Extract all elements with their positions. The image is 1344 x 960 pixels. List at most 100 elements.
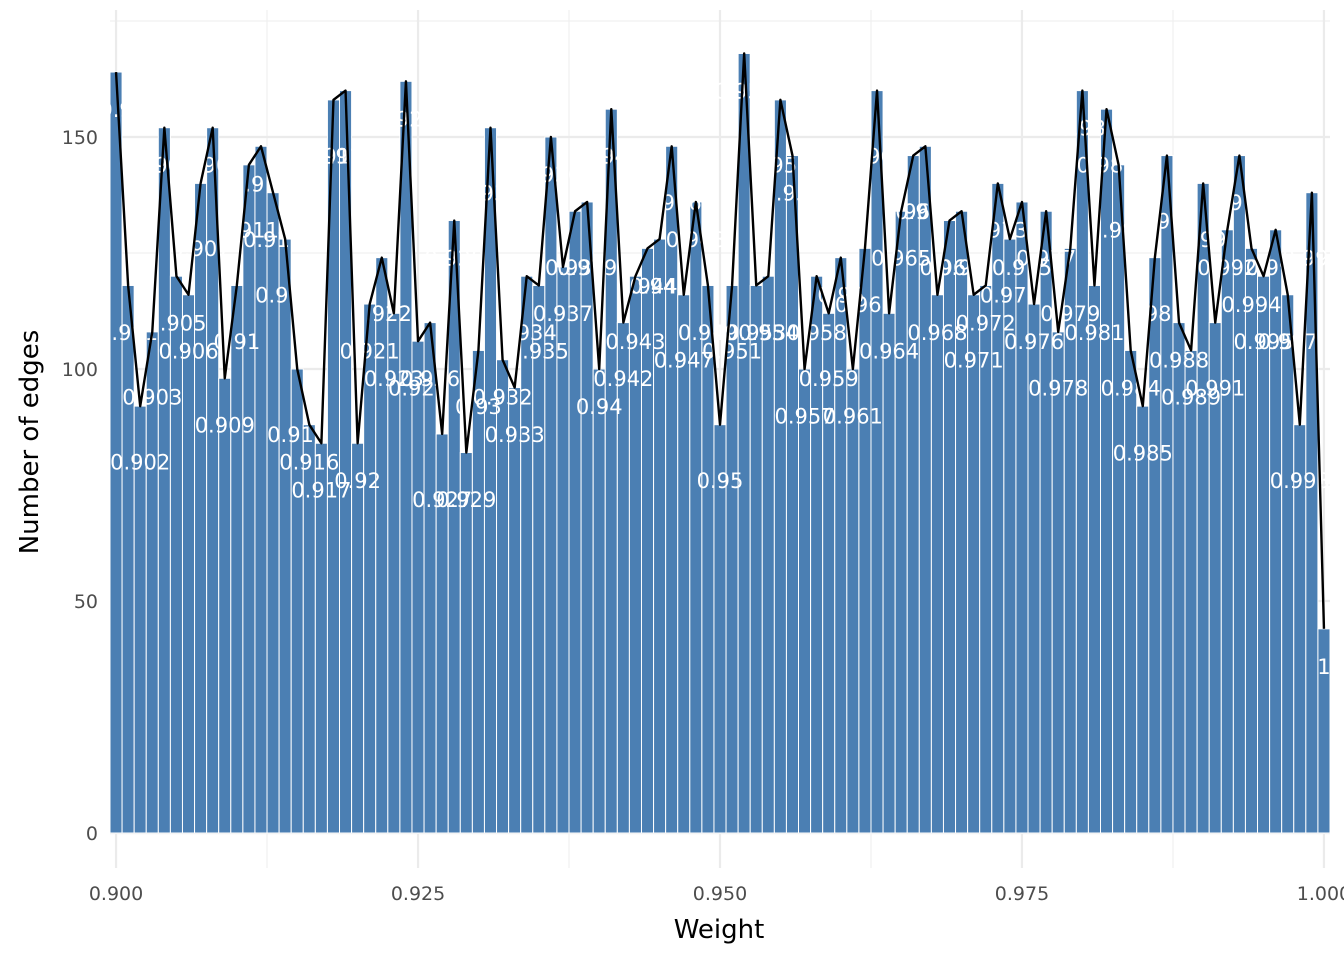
bar-label: 0.932: [473, 386, 533, 410]
bar-label: 0.957: [774, 404, 834, 428]
bar: [653, 238, 667, 834]
bar-label: 0.988: [1149, 349, 1209, 373]
bar: [1160, 155, 1174, 834]
bar: [1051, 331, 1065, 834]
bar-label: 0.98: [1059, 117, 1106, 141]
bar-label: 0.958: [787, 321, 847, 345]
y-tick-label: 150: [62, 127, 98, 149]
bar-label: 0.995: [1234, 330, 1294, 354]
bar-label: 0.906: [158, 339, 218, 363]
bar-label: 0.945: [630, 274, 690, 298]
x-axis-ticks: 0.900 0.925 0.950 0.975 1.000: [89, 883, 1344, 905]
bar-label: 0.948: [666, 228, 726, 252]
bar-label: 0.997: [1258, 330, 1318, 354]
bar: [1269, 229, 1283, 834]
bar-label: 0.971: [944, 349, 1004, 373]
trend-line: [114, 52, 1326, 629]
bar-label: 0.907: [171, 237, 231, 261]
bar: [592, 368, 606, 834]
x-tick-label: 0.975: [995, 883, 1049, 905]
bar: [955, 210, 969, 834]
bar: [1281, 294, 1295, 834]
bar-label: 0.921: [340, 339, 400, 363]
bar-label: 0.965: [871, 247, 931, 271]
series-line: [114, 52, 1326, 629]
bar-label: 0.944: [617, 274, 677, 298]
bar: [483, 127, 498, 834]
bar-label: 0.992: [1197, 256, 1257, 280]
x-tick-label: 0.925: [391, 883, 445, 905]
bar-label: 0.984: [1101, 376, 1161, 400]
bar-label: 0.987: [1137, 209, 1197, 233]
bar-label: 0.959: [799, 367, 859, 391]
bar-label: 0.989: [1161, 386, 1221, 410]
bar-label: 0.926: [400, 367, 460, 391]
bar-label: 0.977: [1016, 247, 1076, 271]
bar: [761, 275, 775, 834]
bar: [242, 164, 256, 834]
bar-label: 0.972: [956, 311, 1016, 335]
bar: [1087, 284, 1101, 834]
bar-series: [109, 52, 1331, 834]
bar-label: 0.903: [122, 386, 182, 410]
bar-label: 0.919: [315, 144, 375, 168]
bar-label: 0.964: [859, 339, 919, 363]
bar: [737, 52, 751, 834]
bar-label: 0.956: [762, 182, 822, 206]
bar-label: 0.923: [364, 367, 424, 391]
bar-label: 0.95: [697, 469, 744, 493]
bar-label: 0.939: [557, 256, 617, 280]
bar: [1196, 182, 1210, 834]
bar: [121, 284, 135, 834]
bar: [1257, 275, 1271, 834]
bar: [230, 284, 244, 834]
y-tick-label: 50: [74, 591, 98, 613]
bar-label: 0.912: [231, 172, 291, 196]
bar-label: 0.922: [352, 302, 412, 326]
bar-label: 0.904: [134, 154, 194, 178]
bar-label: 0.97: [938, 256, 985, 280]
bar: [580, 201, 594, 834]
bar: [894, 210, 908, 834]
bar-label: 0.994: [1221, 293, 1281, 317]
bar-label: 0.913: [243, 228, 303, 252]
bar: [1220, 229, 1234, 834]
bar: [508, 387, 522, 834]
bar-label: 0.947: [654, 349, 714, 373]
bar-label: 0.963: [847, 144, 907, 168]
bar-label: 0.902: [110, 451, 170, 475]
bar-label: 0.981: [1064, 321, 1124, 345]
bar: [858, 247, 872, 834]
bar-label: 0.928: [424, 247, 484, 271]
bar-label: 1: [1317, 655, 1330, 679]
bar-label: 0.937: [533, 302, 593, 326]
bar: [1075, 90, 1089, 834]
x-tick-label: 1.000: [1297, 883, 1344, 905]
bar-label: 0.961: [823, 404, 883, 428]
bar-label: 0.908: [183, 154, 243, 178]
bar-label: 0.927: [412, 488, 472, 512]
bar-label: 0.938: [545, 256, 605, 280]
bar: [930, 294, 944, 834]
y-tick-label: 100: [62, 359, 98, 381]
bar: [628, 275, 642, 834]
bar-label: 0.975: [992, 256, 1052, 280]
bar-label: 0.94: [576, 395, 623, 419]
bar-label: 0.901: [98, 321, 158, 345]
bar-label: 0.955: [750, 154, 810, 178]
bar: [773, 99, 787, 834]
bar-label: 0.915: [267, 423, 327, 447]
bar-label: 0.917: [291, 479, 351, 503]
bar: [157, 127, 171, 834]
bar: [278, 238, 292, 834]
bar-label: 0.967: [895, 200, 955, 224]
bar-label: 0.991: [1185, 376, 1245, 400]
bar-label: 0.933: [485, 423, 545, 447]
bar: [725, 284, 739, 834]
bar: [1184, 349, 1198, 834]
bar: [882, 312, 896, 834]
bar-label: 0.974: [980, 284, 1040, 308]
bar: [1148, 257, 1162, 834]
bar-label: 0.968: [907, 321, 967, 345]
bar-label: 0.905: [146, 311, 206, 335]
